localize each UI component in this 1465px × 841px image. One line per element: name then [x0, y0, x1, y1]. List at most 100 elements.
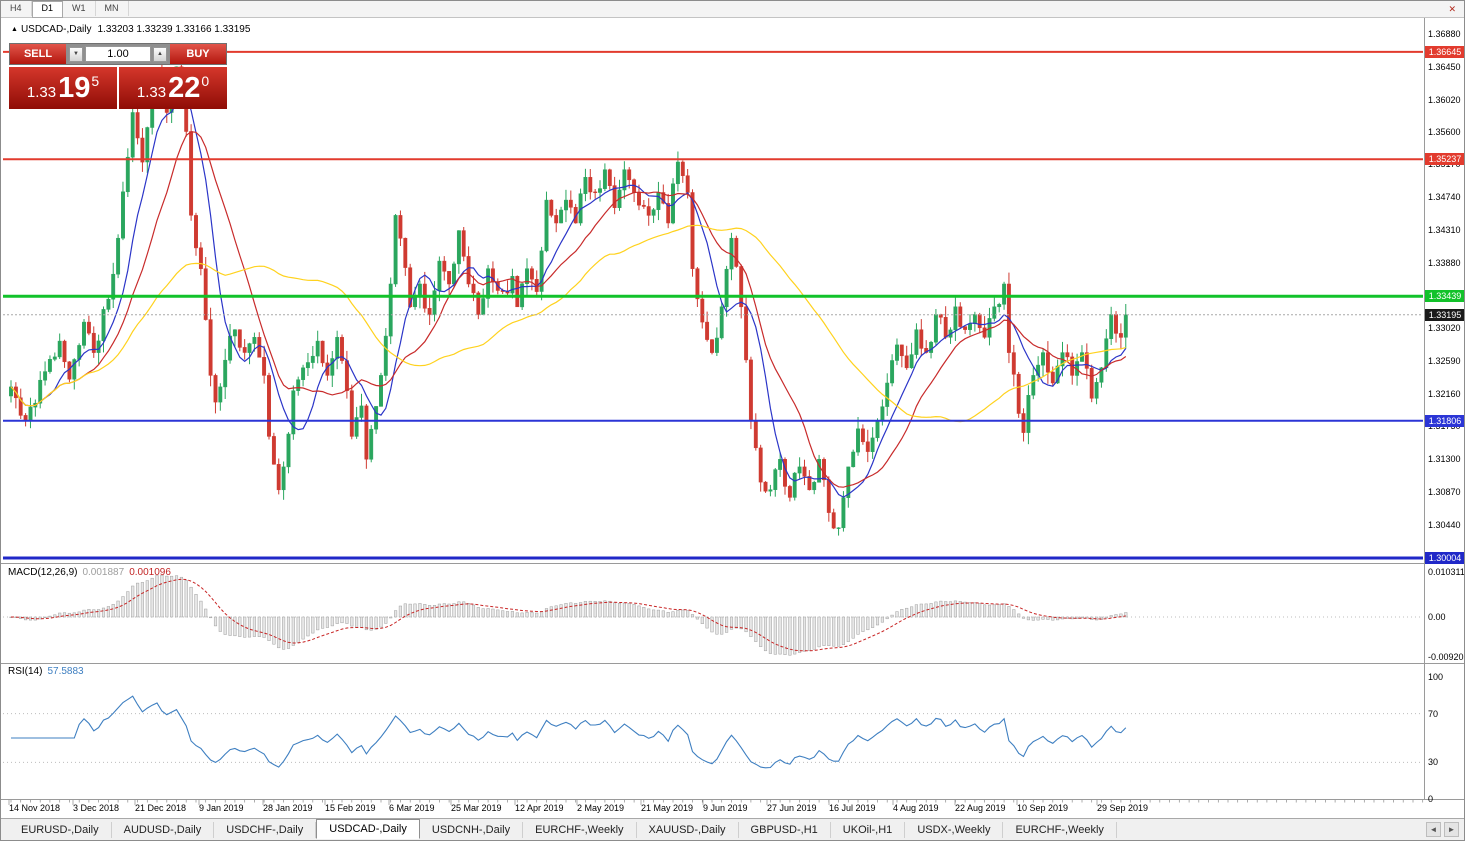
buy-price-prefix: 1.33: [136, 84, 167, 101]
scroll-left-icon: ◄: [1429, 825, 1438, 834]
volume-increase-button[interactable]: ▲: [153, 46, 167, 62]
date-axis-label: 12 Apr 2019: [515, 803, 564, 813]
macd-axis-label: 0.00: [1428, 612, 1446, 622]
price-tick-label: 1.30440: [1428, 520, 1461, 530]
one-click-trading-panel: SELL ▼ ▲ BUY 1.33 19 5 1.33 22 0: [9, 43, 227, 109]
moving-average-lines: [10, 94, 1127, 498]
rsi-value: 57.5883: [47, 666, 84, 677]
timeframe-buttons: H4 D1 W1 MN: [1, 1, 129, 18]
price-tick-label: 1.32160: [1428, 389, 1461, 399]
sell-quote[interactable]: 1.33 19 5: [9, 67, 117, 109]
sell-price-digits: 19: [58, 72, 91, 104]
rsi-axis-label: 70: [1428, 709, 1439, 719]
date-axis-label: 29 Sep 2019: [1097, 803, 1149, 813]
date-axis-label: 15 Feb 2019: [325, 803, 376, 813]
spin-up-icon: ▲: [157, 51, 163, 57]
timeframe-button-w1[interactable]: W1: [63, 1, 96, 16]
price-tick-label: 1.31300: [1428, 454, 1461, 464]
tabs: EURUSD-,Daily AUDUSD-,Daily USDCHF-,Daily U…: [9, 818, 1117, 840]
chart-title: ▲ USDCAD-,Daily 1.33203 1.33239 1.33166 1.…: [11, 24, 250, 35]
date-axis-label: 16 Jul 2019: [829, 803, 876, 813]
price-tick-label: 1.32590: [1428, 356, 1461, 366]
tab-audusd-daily[interactable]: AUDUSD-,Daily: [112, 821, 215, 838]
date-axis-label: 10 Sep 2019: [1017, 803, 1069, 813]
price-tick-label: 1.36880: [1428, 29, 1461, 39]
tab-xauusd-daily[interactable]: XAUUSD-,Daily: [637, 821, 739, 838]
timeframe-toolbar: H4 D1 W1 MN ✕: [1, 1, 1464, 18]
current-price-tag: 1.33195: [1425, 309, 1464, 321]
tab-eurchf-weekly[interactable]: EURCHF-,Weekly: [1003, 821, 1117, 838]
tab-eurusd-daily[interactable]: EURUSD-,Daily: [9, 821, 112, 838]
macd-splitter[interactable]: [1, 562, 1422, 566]
macd-axis-label: -0.009203: [1428, 652, 1465, 662]
tab-scroll-left-button[interactable]: ◄: [1426, 822, 1441, 837]
price-tick-label: 1.33880: [1428, 258, 1461, 268]
buy-quote[interactable]: 1.33 22 0: [119, 67, 227, 109]
price-tick-label: 1.30870: [1428, 487, 1461, 497]
date-axis-label: 27 Jun 2019: [767, 803, 817, 813]
chart-marker-icon: ▲: [11, 26, 18, 33]
price-level-tag: 1.35237: [1425, 153, 1464, 165]
price-tick-label: 1.36450: [1428, 62, 1461, 72]
macd-label: MACD(12,26,9) 0.001887 0.001096: [8, 567, 176, 578]
buy-price-pipette: 0: [201, 73, 210, 89]
volume-control: ▼ ▲: [66, 44, 170, 64]
date-axis-ticks: [8, 800, 1424, 805]
price-level-lines: [3, 50, 1423, 560]
date-axis-label: 21 May 2019: [641, 803, 694, 813]
price-tick-label: 1.36020: [1428, 95, 1461, 105]
date-axis-label: 28 Jan 2019: [263, 803, 313, 813]
candlestick-layer: [9, 61, 1128, 536]
timeframe-button-h4[interactable]: H4: [1, 1, 32, 16]
close-icon[interactable]: ✕: [1448, 3, 1456, 14]
price-level-tag: 1.36645: [1425, 46, 1464, 58]
macd-pane: [3, 574, 1423, 656]
price-tick-label: 1.34310: [1428, 225, 1461, 235]
date-axis-label: 9 Jun 2019: [703, 803, 748, 813]
price-tick-label: 1.33020: [1428, 323, 1461, 333]
tab-usdcad-daily[interactable]: USDCAD-,Daily: [316, 818, 420, 839]
macd-signal-value: 0.001096: [129, 567, 171, 578]
tab-usdchf-daily[interactable]: USDCHF-,Daily: [214, 821, 317, 838]
tab-ukoil-h1[interactable]: UKOil-,H1: [831, 821, 906, 838]
sell-button[interactable]: SELL: [10, 44, 66, 64]
volume-input[interactable]: [85, 46, 151, 62]
timeframe-button-d1[interactable]: D1: [31, 1, 64, 18]
tab-scroll-controls: ◄ ►: [1426, 822, 1464, 837]
date-axis-label: 21 Dec 2018: [135, 803, 187, 813]
macd-main-value: 0.001887: [82, 567, 125, 578]
volume-decrease-button[interactable]: ▼: [69, 46, 83, 62]
ohlc-readout: 1.33203 1.33239 1.33166 1.33195: [97, 24, 251, 35]
tab-usdx-weekly[interactable]: USDX-,Weekly: [905, 821, 1004, 838]
symbol-tab-bar: EURUSD-,Daily AUDUSD-,Daily USDCHF-,Daily U…: [1, 818, 1464, 840]
macd-axis-label: 0.010311: [1428, 567, 1465, 577]
date-axis-label: 2 May 2019: [577, 803, 625, 813]
date-axis-label: 3 Dec 2018: [73, 803, 120, 813]
date-axis-label: 25 Mar 2019: [451, 803, 502, 813]
price-level-tag: 1.33439: [1425, 290, 1464, 302]
buy-price-digits: 22: [168, 72, 201, 104]
rsi-axis-label: 30: [1428, 757, 1439, 767]
date-axis-label: 22 Aug 2019: [955, 803, 1006, 813]
trade-controls-row: SELL ▼ ▲ BUY: [9, 43, 227, 65]
rsi-splitter[interactable]: [1, 662, 1422, 666]
tab-gbpusd-h1[interactable]: GBPUSD-,H1: [739, 821, 831, 838]
spin-down-icon: ▼: [73, 51, 79, 57]
price-tick-label: 1.35600: [1428, 127, 1461, 137]
tab-eurchf-weekly[interactable]: EURCHF-,Weekly: [523, 821, 637, 838]
timeframe-button-mn[interactable]: MN: [96, 1, 129, 16]
symbol-period-label: USDCAD-,Daily: [20, 24, 92, 35]
sell-price-pipette: 5: [91, 73, 100, 89]
quote-row: 1.33 19 5 1.33 22 0: [9, 67, 227, 109]
tab-scroll-right-button[interactable]: ►: [1444, 822, 1459, 837]
price-tick-label: 1.34740: [1428, 192, 1461, 202]
date-axis-label: 4 Aug 2019: [893, 803, 939, 813]
buy-button[interactable]: BUY: [170, 44, 226, 64]
rsi-pane: [3, 695, 1423, 769]
pane-borders: [1, 17, 1464, 800]
date-axis-label: 14 Nov 2018: [9, 803, 61, 813]
tab-usdcnh-daily[interactable]: USDCNH-,Daily: [420, 821, 524, 838]
rsi-axis-label: 100: [1428, 672, 1444, 682]
